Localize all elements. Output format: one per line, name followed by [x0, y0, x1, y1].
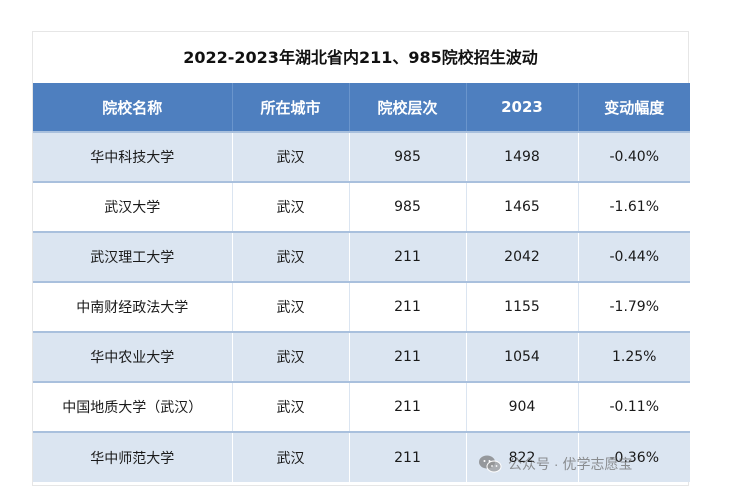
table-row: 中国地质大学（武汉） 武汉 211 904 -0.11%: [33, 381, 690, 432]
cell-school-name: 武汉大学: [33, 181, 233, 232]
table-row: 武汉大学 武汉 985 1465 -1.61%: [33, 181, 690, 232]
cell-city: 武汉: [232, 381, 350, 432]
cell-count-2023: 904: [466, 381, 579, 432]
table-card: 2022-2023年湖北省内211、985院校招生波动 院校名称 所在城市 院校…: [32, 31, 690, 486]
cell-level: 211: [349, 381, 467, 432]
cell-city: 武汉: [232, 231, 350, 282]
cell-count-2023: 2042: [466, 231, 579, 282]
cell-count-2023: 1054: [466, 331, 579, 382]
watermark-text: 公众号 · 优学志愿宝: [508, 456, 633, 472]
header-year-2023: 2023: [466, 83, 579, 132]
cell-city: 武汉: [232, 131, 350, 182]
cell-level: 211: [349, 331, 467, 382]
header-row: 院校名称 所在城市 院校层次 2023 变动幅度: [33, 83, 690, 132]
cell-count-2023: 1155: [466, 281, 579, 332]
cell-level: 211: [349, 431, 467, 482]
wechat-icon: [479, 455, 502, 473]
header-school-name: 院校名称: [33, 83, 233, 132]
cell-level: 985: [349, 131, 467, 182]
table-row: 武汉理工大学 武汉 211 2042 -0.44%: [33, 231, 690, 282]
table-row: 华中科技大学 武汉 985 1498 -0.40%: [33, 131, 690, 182]
header-change-rate: 变动幅度: [604, 98, 665, 117]
table-row: 中南财经政法大学 武汉 211 1155 -1.79%: [33, 281, 690, 332]
cell-school-name: 华中农业大学: [33, 331, 233, 382]
cell-school-name: 武汉理工大学: [33, 231, 233, 282]
cell-school-name: 华中科技大学: [33, 131, 233, 182]
cell-school-name: 中南财经政法大学: [33, 281, 233, 332]
cell-change-rate: -0.44%: [578, 231, 690, 282]
header-city: 所在城市: [232, 83, 350, 132]
cell-school-name: 华中师范大学: [33, 431, 233, 482]
cell-change-rate: -0.11%: [578, 381, 690, 432]
cell-level: 211: [349, 281, 467, 332]
watermark: 公众号 · 优学志愿宝: [478, 452, 632, 476]
cell-city: 武汉: [232, 181, 350, 232]
cell-level: 985: [349, 181, 467, 232]
cell-city: 武汉: [232, 331, 350, 382]
admissions-table: 院校名称 所在城市 院校层次 2023 变动幅度 华中科技大学 武汉 985 1…: [33, 83, 690, 482]
cell-count-2023: 1498: [466, 131, 579, 182]
header-level: 院校层次: [349, 83, 467, 132]
cell-change-rate: -0.36%: [578, 431, 690, 482]
cell-change-rate: -1.61%: [578, 181, 690, 232]
cell-level: 211: [349, 231, 467, 282]
cell-city: 武汉: [232, 431, 350, 482]
cell-change-rate: -0.40%: [578, 131, 690, 182]
table-row: 华中师范大学 武汉 211 822 -0.36%: [33, 431, 690, 482]
cell-change-rate: -1.79%: [578, 281, 690, 332]
cell-change-rate: 1.25%: [578, 331, 690, 382]
cell-count-2023: 1465: [466, 181, 579, 232]
table-row: 华中农业大学 武汉 211 1054 1.25%: [33, 331, 690, 382]
cell-school-name: 中国地质大学（武汉）: [33, 381, 233, 432]
cell-city: 武汉: [232, 281, 350, 332]
table-title: 2022-2023年湖北省内211、985院校招生波动: [183, 48, 538, 67]
